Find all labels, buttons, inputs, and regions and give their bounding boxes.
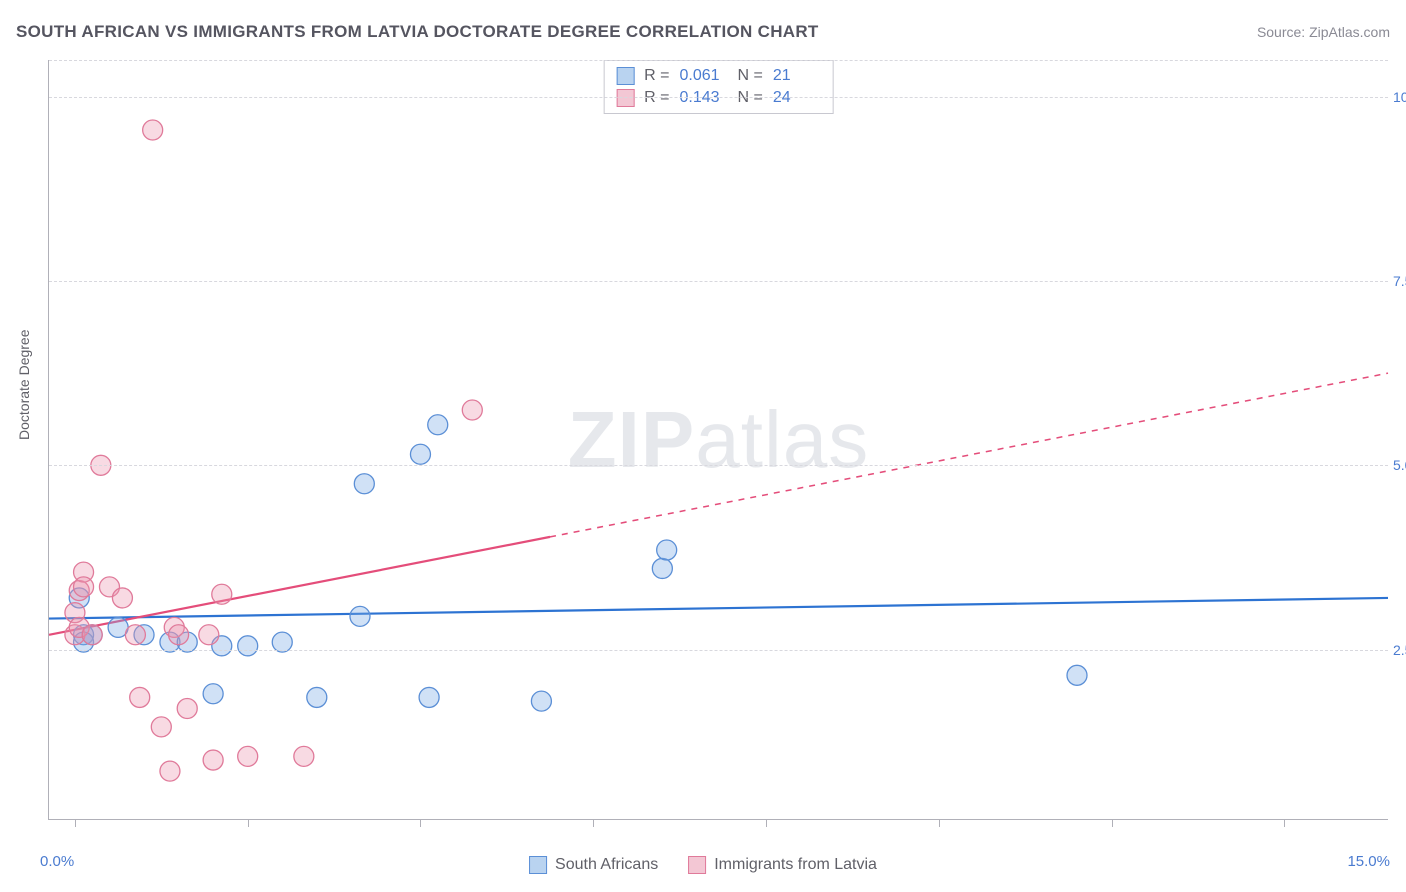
legend-bottom: South Africans Immigrants from Latvia bbox=[529, 856, 877, 874]
stats-row-1: R = 0.061 N = 21 bbox=[616, 65, 821, 87]
x-tick bbox=[593, 819, 594, 827]
swatch-series2 bbox=[616, 89, 634, 107]
y-tick-label: 7.5% bbox=[1393, 273, 1406, 289]
scatter-chart bbox=[49, 60, 1388, 819]
x-tick bbox=[420, 819, 421, 827]
y-tick-label: 10.0% bbox=[1393, 89, 1406, 105]
chart-title: SOUTH AFRICAN VS IMMIGRANTS FROM LATVIA … bbox=[16, 22, 819, 42]
y-tick-label: 5.0% bbox=[1393, 457, 1406, 473]
plot-area: ZIPatlas R = 0.061 N = 21 R = 0.143 N = … bbox=[48, 60, 1388, 820]
x-tick bbox=[248, 819, 249, 827]
r-value-1: 0.061 bbox=[680, 67, 728, 85]
legend-swatch-1 bbox=[529, 856, 547, 874]
source-label: Source: ZipAtlas.com bbox=[1257, 24, 1390, 40]
y-axis-label: Doctorate Degree bbox=[16, 329, 32, 440]
n-value-1: 21 bbox=[773, 67, 821, 85]
legend-label-2: Immigrants from Latvia bbox=[714, 856, 877, 874]
gridline bbox=[49, 97, 1388, 98]
x-tick bbox=[75, 819, 76, 827]
y-tick-label: 2.5% bbox=[1393, 642, 1406, 658]
gridline bbox=[49, 281, 1388, 282]
stats-legend-box: R = 0.061 N = 21 R = 0.143 N = 24 bbox=[603, 60, 834, 114]
x-tick bbox=[766, 819, 767, 827]
x-tick bbox=[939, 819, 940, 827]
stats-row-2: R = 0.143 N = 24 bbox=[616, 87, 821, 109]
r-value-2: 0.143 bbox=[680, 89, 728, 107]
n-value-2: 24 bbox=[773, 89, 821, 107]
swatch-series1 bbox=[616, 67, 634, 85]
gridline bbox=[49, 650, 1388, 651]
legend-item-2: Immigrants from Latvia bbox=[688, 856, 877, 874]
x-min-label: 0.0% bbox=[40, 853, 74, 870]
legend-swatch-2 bbox=[688, 856, 706, 874]
x-tick bbox=[1112, 819, 1113, 827]
legend-item-1: South Africans bbox=[529, 856, 658, 874]
gridline bbox=[49, 465, 1388, 466]
x-tick bbox=[1284, 819, 1285, 827]
x-max-label: 15.0% bbox=[1347, 853, 1390, 870]
legend-label-1: South Africans bbox=[555, 856, 658, 874]
